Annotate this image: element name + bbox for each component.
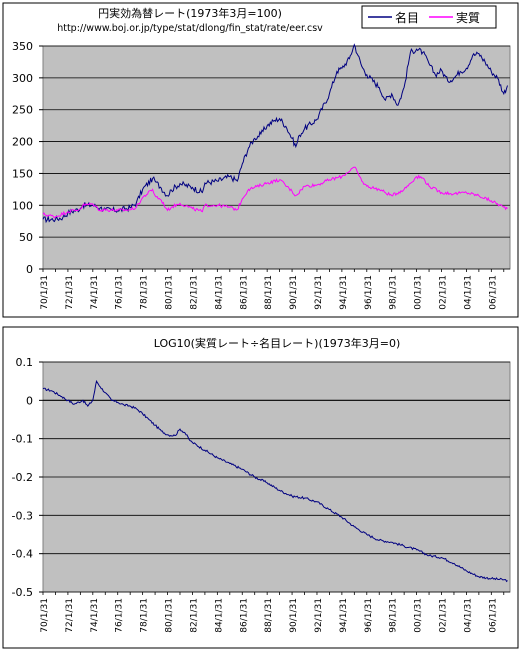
- x-tick-label: 96/1/31: [364, 275, 374, 310]
- x-tick-label: 70/1/31: [40, 275, 50, 310]
- x-tick-label: 80/1/31: [165, 275, 175, 310]
- y-tick-label: -0.5: [12, 586, 33, 599]
- gridlines: [43, 45, 510, 270]
- y-axis-ticks: 350 300 250 200 150 100 50 0: [12, 40, 43, 276]
- series-line-log-ratio: [42, 379, 508, 583]
- y-tick-label: 0.1: [16, 356, 34, 369]
- x-tick-label: 98/1/31: [389, 598, 399, 633]
- x-tick-label: 90/1/31: [289, 275, 299, 310]
- x-tick-label: 86/1/31: [239, 275, 249, 310]
- x-tick-label: 74/1/31: [90, 275, 100, 310]
- x-tick-label: 00/1/31: [414, 598, 424, 633]
- x-tick-label: 06/1/31: [488, 275, 498, 310]
- x-axis-ticks: 70/1/31 72/1/31 74/1/31 76/1/31 78/1/31 80/1/…: [40, 269, 505, 310]
- y-tick-label: -0.2: [12, 471, 33, 484]
- x-tick-label: 00/1/31: [414, 275, 424, 310]
- x-tick-label: 92/1/31: [314, 275, 324, 310]
- x-tick-label: 82/1/31: [189, 275, 199, 310]
- x-tick-label: 88/1/31: [264, 275, 274, 310]
- legend-label-real: 実質: [456, 10, 480, 25]
- x-tick-label: 88/1/31: [264, 598, 274, 633]
- log-ratio-chart: LOG10(実質レート÷名目レート)(1973年3月=0) 0.1 0 -0.1 -0…: [2, 326, 519, 649]
- x-tick-label: 02/1/31: [439, 598, 449, 633]
- x-tick-label: 78/1/31: [140, 275, 150, 310]
- legend: 名目 実質: [361, 5, 497, 29]
- x-tick-label: 06/1/31: [488, 598, 498, 633]
- x-tick-label: 86/1/31: [239, 598, 249, 633]
- plot-area: [42, 45, 511, 270]
- y-tick-label: -0.1: [12, 433, 33, 446]
- legend-label-nominal: 名目: [395, 10, 419, 25]
- y-tick-label: 350: [12, 40, 33, 53]
- x-tick-label: 92/1/31: [314, 598, 324, 633]
- series-lines: [42, 379, 508, 583]
- y-tick-label: 150: [12, 167, 33, 180]
- x-tick-label: 98/1/31: [389, 275, 399, 310]
- y-tick-label: 0: [26, 394, 33, 407]
- gridlines: [43, 361, 510, 593]
- x-tick-label: 74/1/31: [90, 598, 100, 633]
- y-axis-ticks: 0.1 0 -0.1 -0.2 -0.3 -0.4 -0.5: [12, 356, 43, 599]
- x-tick-label: 80/1/31: [165, 598, 175, 633]
- chart-title: 円実効為替レート(1973年3月=100): [98, 6, 282, 20]
- chart-subtitle: http://www.boj.or.jp/type/stat/dlong/fin…: [57, 23, 323, 34]
- y-tick-label: -0.4: [12, 548, 33, 561]
- x-tick-label: 72/1/31: [65, 598, 75, 633]
- x-tick-label: 90/1/31: [289, 598, 299, 633]
- x-tick-label: 04/1/31: [463, 598, 473, 633]
- x-tick-label: 72/1/31: [65, 275, 75, 310]
- x-tick-label: 84/1/31: [214, 275, 224, 310]
- series-lines: [42, 43, 508, 224]
- y-tick-label: 50: [19, 231, 33, 244]
- x-tick-label: 70/1/31: [40, 598, 50, 633]
- x-tick-label: 94/1/31: [339, 598, 349, 633]
- x-tick-label: 96/1/31: [364, 598, 374, 633]
- x-tick-label: 02/1/31: [439, 275, 449, 310]
- x-axis-ticks: 70/1/31 72/1/31 74/1/31 76/1/31 78/1/31 80/1/…: [40, 592, 505, 633]
- y-tick-label: 0: [26, 263, 33, 276]
- chart-title: LOG10(実質レート÷名目レート)(1973年3月=0): [154, 336, 401, 350]
- x-tick-label: 94/1/31: [339, 275, 349, 310]
- nominal-real-rate-chart: 円実効為替レート(1973年3月=100) http://www.boj.or.…: [2, 2, 519, 318]
- y-tick-label: 300: [12, 72, 33, 85]
- x-tick-label: 84/1/31: [214, 598, 224, 633]
- y-tick-label: -0.3: [12, 509, 33, 522]
- y-tick-label: 100: [12, 199, 33, 212]
- x-tick-label: 76/1/31: [115, 598, 125, 633]
- x-tick-label: 82/1/31: [189, 598, 199, 633]
- x-tick-label: 04/1/31: [463, 275, 473, 310]
- series-line-real: [42, 166, 508, 219]
- x-tick-label: 76/1/31: [115, 275, 125, 310]
- y-tick-label: 200: [12, 136, 33, 149]
- x-tick-label: 78/1/31: [140, 598, 150, 633]
- y-tick-label: 250: [12, 104, 33, 117]
